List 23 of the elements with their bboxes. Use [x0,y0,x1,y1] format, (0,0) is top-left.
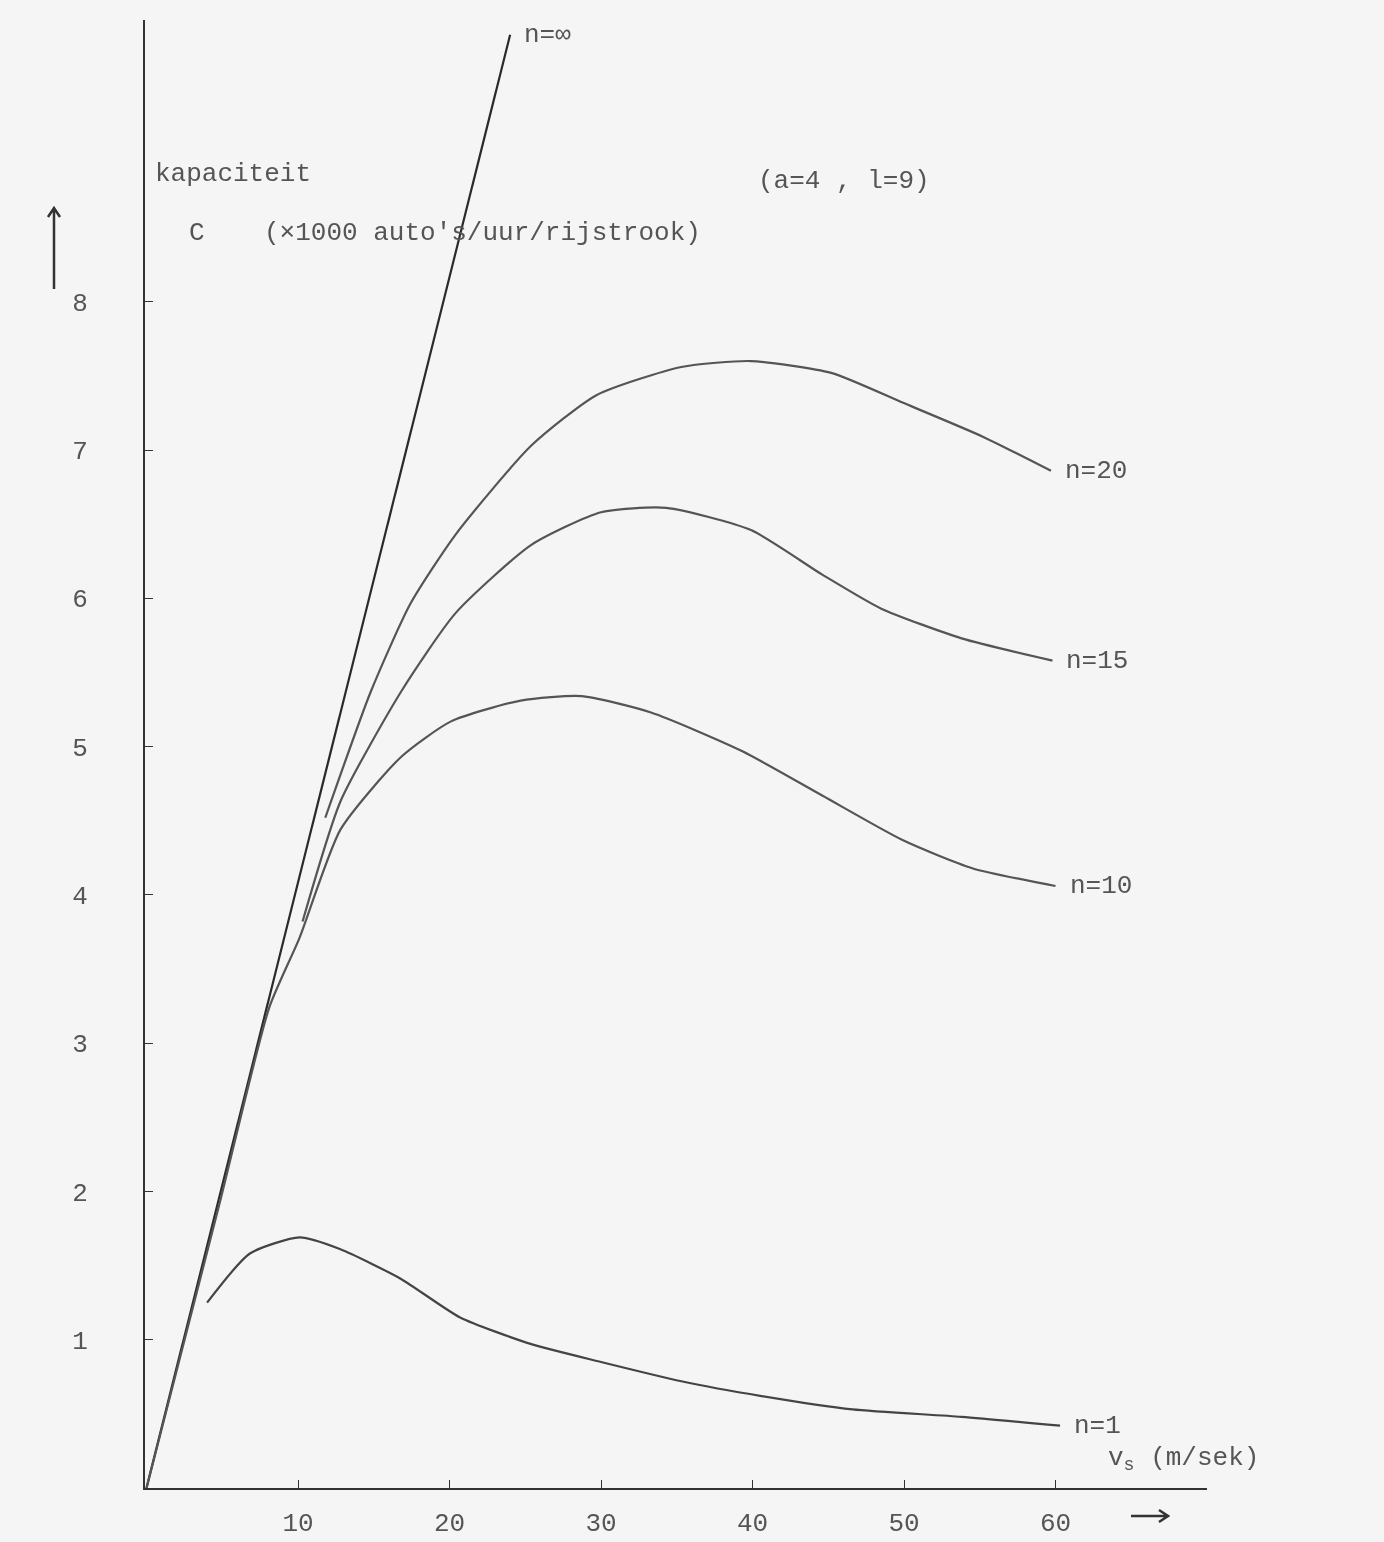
y-tick-label: 2 [72,1178,88,1209]
y-axis-title: kapaciteit [155,159,312,189]
x-axis-title: v$_{s}$ (m/sek) [1108,1443,1260,1476]
annotation: (a=4 , l=9) [758,166,930,196]
y-tick-label: 5 [72,733,88,764]
x-tick-label: 60 [1039,1509,1072,1540]
y-tick-label: 7 [72,437,88,468]
y-tick-label: 3 [72,1030,88,1061]
y-tick-label: 4 [72,881,88,912]
y-tick-label: 6 [72,585,88,616]
annotation: C [189,218,205,248]
series-label: n=10 [1070,871,1133,901]
x-tick-label: 30 [585,1509,617,1540]
x-tick-label: 50 [888,1509,920,1540]
x-tick-label: 10 [282,1509,314,1540]
y-tick-label: 8 [72,288,88,319]
y-tick-label: 1 [72,1326,88,1357]
series-label: n=∞ [524,20,572,50]
series-label: n=20 [1065,456,1128,486]
x-tick-label: 40 [736,1509,769,1540]
x-tick-label: 20 [433,1509,466,1540]
series-label: n=15 [1066,646,1129,676]
series-label: n=1 [1074,1411,1121,1441]
